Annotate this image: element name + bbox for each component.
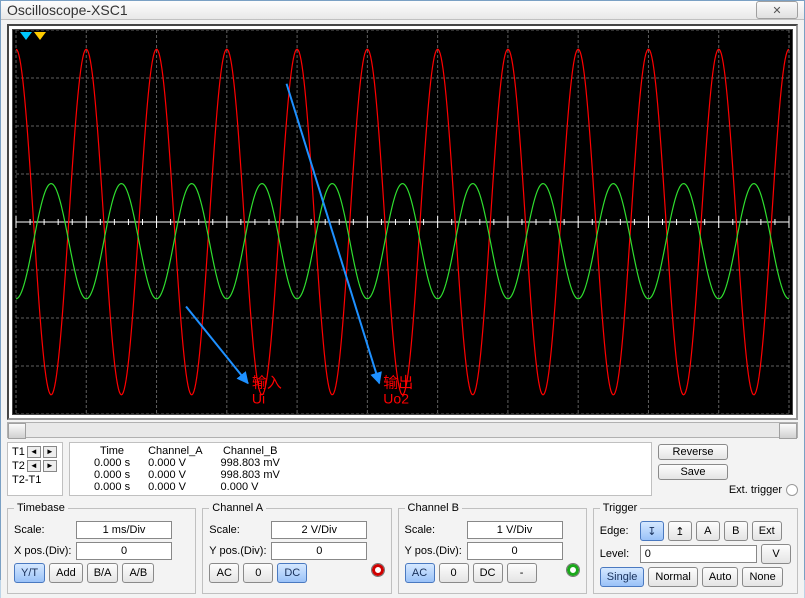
tb-modes-add[interactable]: Add <box>49 563 83 583</box>
trig-modes-normal[interactable]: Normal <box>648 567 697 587</box>
cursor-t1-label: T1 <box>12 446 25 458</box>
svg-text:Ui: Ui <box>252 390 265 406</box>
cursor-dt-label: T2-T1 <box>12 474 41 486</box>
cursor-t2-right[interactable]: ► <box>43 460 57 472</box>
edge-btn-4[interactable]: Ext <box>752 521 782 541</box>
trig-modes-auto[interactable]: Auto <box>702 567 739 587</box>
cha-modes-ac[interactable]: AC <box>209 563 239 583</box>
chb-modes-0[interactable]: 0 <box>439 563 469 583</box>
readout-cell: 0.000 V <box>148 469 220 481</box>
tb-modes-a/b[interactable]: A/B <box>122 563 154 583</box>
channel-a-scale-label: Scale: <box>209 524 267 536</box>
trigger-edge-label: Edge: <box>600 525 636 537</box>
channel-b-ypos-label: Y pos.(Div): <box>405 545 463 557</box>
readout-h2: Channel_B <box>221 445 298 457</box>
channel-b-legend: Channel B <box>405 502 462 514</box>
ext-trigger-label: Ext. trigger <box>729 484 782 496</box>
chb-modes-ac[interactable]: AC <box>405 563 435 583</box>
readout-cell: 998.803 mV <box>221 457 298 469</box>
save-button[interactable]: Save <box>658 464 728 480</box>
trigger-legend: Trigger <box>600 502 640 514</box>
channel-b-scale-input[interactable]: 1 V/Div <box>467 521 563 539</box>
channel-b-ypos-input[interactable]: 0 <box>467 542 563 560</box>
panel-channel-b: Channel B Scale: 1 V/Div Y pos.(Div): 0 … <box>398 502 587 594</box>
panel-trigger: Trigger Edge: ↧↥ABExt Level: 0 V SingleN… <box>593 502 798 594</box>
channel-a-ypos-input[interactable]: 0 <box>271 542 367 560</box>
svg-text:Uo2: Uo2 <box>383 390 409 406</box>
edge-btn-2[interactable]: A <box>696 521 720 541</box>
readout-table: Time Channel_A Channel_B 0.000 s 0.000 V… <box>69 442 652 496</box>
tb-modes-y/t[interactable]: Y/T <box>14 563 45 583</box>
channel-a-scale-input[interactable]: 2 V/Div <box>271 521 367 539</box>
timebase-scale-input[interactable]: 1 ms/Div <box>76 521 172 539</box>
channel-a-ypos-label: Y pos.(Div): <box>209 545 267 557</box>
edge-btn-1[interactable]: ↥ <box>668 521 692 541</box>
cursor-controls: T1 ◄ ► T2 ◄ ► T2-T1 <box>7 442 63 496</box>
readout-cell: 0.000 s <box>94 469 148 481</box>
trigger-level-input[interactable]: 0 <box>640 545 757 563</box>
panel-channel-a: Channel A Scale: 2 V/Div Y pos.(Div): 0 … <box>202 502 391 594</box>
readout-h0: Time <box>94 445 148 457</box>
channel-b-scale-label: Scale: <box>405 524 463 536</box>
readout-cell: 0.000 V <box>148 457 220 469</box>
channel-jack[interactable] <box>566 563 580 577</box>
tb-modes-b/a[interactable]: B/A <box>87 563 119 583</box>
scope-frame: 输出Uo2 输入Ui <box>7 24 798 420</box>
readout-cell: 0.000 s <box>94 481 148 493</box>
svg-text:输入: 输入 <box>252 374 282 391</box>
timebase-scale-label: Scale: <box>14 524 72 536</box>
trigger-level-label: Level: <box>600 548 636 560</box>
window-title: Oscilloscope-XSC1 <box>7 2 128 18</box>
svg-text:输出: 输出 <box>383 374 413 391</box>
trig-modes-single[interactable]: Single <box>600 567 645 587</box>
channel-jack[interactable] <box>371 563 385 577</box>
ext-trigger-jack[interactable] <box>786 484 798 496</box>
chb-modes--[interactable]: - <box>507 563 537 583</box>
timebase-legend: Timebase <box>14 502 68 514</box>
cursor-t2-label: T2 <box>12 460 25 472</box>
cursor-t2-left[interactable]: ◄ <box>27 460 41 472</box>
trigger-level-unit[interactable]: V <box>761 544 791 564</box>
readout-h1: Channel_A <box>148 445 220 457</box>
readout-cell: 998.803 mV <box>221 469 298 481</box>
panel-timebase: Timebase Scale: 1 ms/Div X pos.(Div): 0 … <box>7 502 196 594</box>
cursor-t1-left[interactable]: ◄ <box>27 446 41 458</box>
cha-modes-0[interactable]: 0 <box>243 563 273 583</box>
cha-modes-dc[interactable]: DC <box>277 563 307 583</box>
horizontal-scrollbar[interactable] <box>7 422 798 438</box>
readout-cell: 0.000 V <box>221 481 298 493</box>
edge-btn-3[interactable]: B <box>724 521 748 541</box>
timebase-xpos-input[interactable]: 0 <box>76 542 172 560</box>
readout-cell: 0.000 V <box>148 481 220 493</box>
title-bar: Oscilloscope-XSC1 ✕ <box>1 1 804 20</box>
trig-modes-none[interactable]: None <box>742 567 782 587</box>
edge-btn-0[interactable]: ↧ <box>640 521 664 541</box>
close-button[interactable]: ✕ <box>756 1 798 19</box>
cursor-t1-right[interactable]: ► <box>43 446 57 458</box>
readout-cell: 0.000 s <box>94 457 148 469</box>
oscilloscope-display[interactable]: 输出Uo2 输入Ui <box>12 29 793 415</box>
channel-a-legend: Channel A <box>209 502 266 514</box>
chb-modes-dc[interactable]: DC <box>473 563 503 583</box>
reverse-button[interactable]: Reverse <box>658 444 728 460</box>
timebase-xpos-label: X pos.(Div): <box>14 545 72 557</box>
